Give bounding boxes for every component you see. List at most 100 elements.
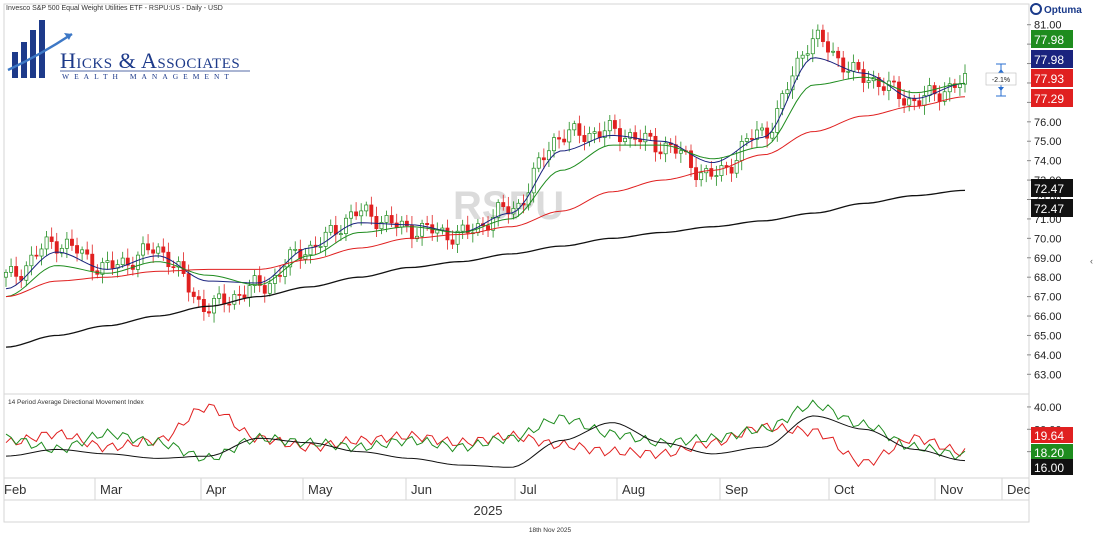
brand-tagline: Wealth Management [62, 72, 234, 81]
candle-up [628, 132, 633, 139]
candle [34, 245, 39, 260]
candle-down [75, 245, 79, 254]
candle-up [714, 175, 719, 177]
candle-up [790, 75, 795, 91]
candle [734, 150, 739, 178]
candle-up [24, 265, 29, 281]
candle [105, 251, 110, 270]
candle [80, 246, 85, 262]
ma-fast-line [5, 57, 966, 290]
candle-down [582, 135, 587, 143]
candle [841, 50, 846, 80]
candle-down [196, 296, 201, 300]
price-tick-label: 65.00 [1034, 330, 1062, 342]
candle [907, 90, 912, 112]
candle-down [374, 216, 379, 230]
candle-down [826, 41, 830, 53]
adx-title: 14 Period Average Directional Movement I… [8, 399, 144, 406]
candle-down [841, 57, 846, 73]
candle-down [146, 243, 151, 251]
candle-down [181, 261, 186, 274]
candle [379, 215, 384, 235]
candle-down [465, 224, 470, 234]
candle-down [765, 127, 770, 139]
candle [902, 89, 907, 113]
candle-up [815, 29, 820, 40]
candle-down [689, 150, 693, 168]
candle [612, 114, 617, 135]
adx-lines [5, 399, 966, 468]
price-label-box [1031, 69, 1073, 87]
candle [374, 206, 379, 238]
candle-down [369, 204, 374, 217]
candle-down [729, 166, 734, 174]
candle-up [957, 83, 962, 88]
candle-up [851, 62, 856, 72]
candle [384, 210, 389, 233]
candle-up [364, 204, 369, 212]
price-tick-label: 69.00 [1034, 253, 1062, 265]
candle [897, 76, 901, 108]
candle-down [171, 266, 176, 269]
candle-down [242, 294, 247, 299]
candle-down [227, 303, 232, 306]
candle-down [161, 246, 166, 253]
candle [283, 258, 288, 285]
month-label: May [308, 482, 333, 497]
candle [272, 268, 277, 294]
candle [501, 194, 506, 211]
candle [541, 148, 546, 169]
candle [577, 115, 582, 144]
candle-up [328, 225, 333, 233]
chart-title: Invesco S&P 500 Equal Weight Utilities E… [6, 5, 223, 12]
candle-up [247, 285, 252, 299]
candle-down [917, 100, 922, 106]
candle-up [719, 165, 724, 176]
month-label: Jun [411, 482, 432, 497]
candle [227, 296, 232, 313]
candle-up [308, 244, 313, 256]
candle [562, 129, 567, 146]
chevron-left-icon[interactable]: ‹ [1090, 256, 1093, 266]
candle [892, 75, 896, 87]
candle [445, 219, 450, 250]
candle [760, 123, 764, 137]
candle [755, 121, 759, 148]
candle [404, 214, 409, 233]
candle-up [64, 238, 69, 249]
candle-down [49, 236, 54, 242]
price-label-box [1031, 50, 1073, 68]
candle-up [217, 293, 222, 299]
candle [618, 119, 622, 152]
candle [151, 242, 156, 263]
candle [582, 125, 587, 151]
candle-up [293, 248, 298, 251]
candle-down [912, 98, 917, 102]
price-tick-label: 66.00 [1034, 311, 1062, 323]
candle-down [425, 223, 430, 226]
candle [359, 203, 364, 226]
candle-down [354, 211, 359, 217]
candle-down [110, 260, 115, 269]
candle [39, 243, 44, 266]
candle [531, 162, 536, 203]
candle-down [618, 128, 622, 143]
candle [90, 244, 95, 281]
candle-up [623, 137, 627, 143]
candle [805, 45, 810, 61]
candle-up [272, 275, 277, 284]
candle [70, 229, 74, 251]
candle [54, 232, 59, 263]
candle-down [298, 248, 303, 260]
candle-up [379, 222, 384, 230]
ma-long-line [5, 189, 966, 348]
candle [881, 77, 886, 96]
pct-change-marker[interactable]: -2.1% [985, 63, 1017, 97]
candle-up [567, 129, 572, 143]
price-lines [5, 57, 966, 348]
candle-up [420, 223, 425, 237]
candle-up [744, 138, 749, 142]
candle-up [44, 236, 49, 250]
candle-down [653, 135, 658, 153]
price-label-value: 77.98 [1034, 33, 1064, 47]
